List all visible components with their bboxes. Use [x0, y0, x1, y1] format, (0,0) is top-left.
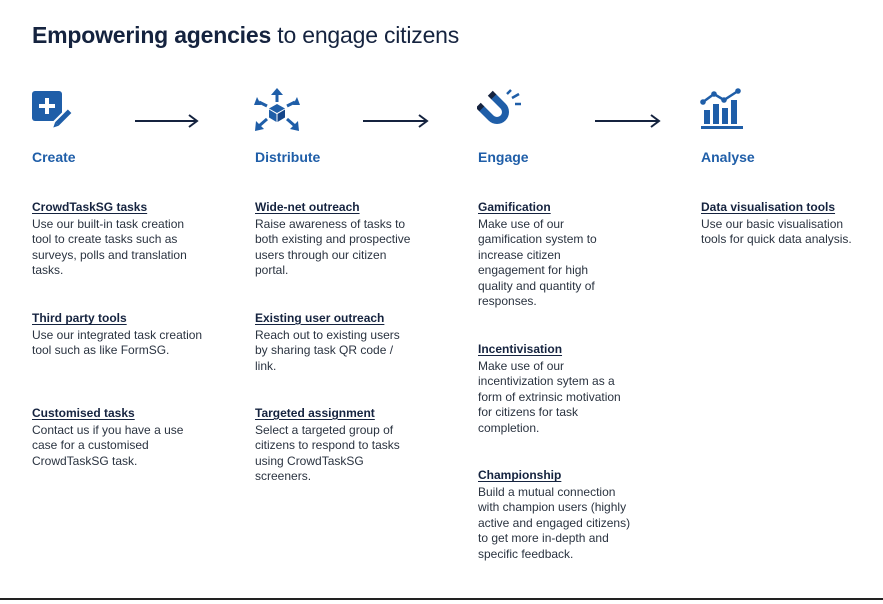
list-item: Targeted assignment Select a targeted gr…	[255, 405, 455, 485]
item-title: Existing user outreach	[255, 311, 385, 325]
stage-label-analyse: Analyse	[701, 149, 755, 165]
list-item: Customised tasks Contact us if you have …	[32, 405, 232, 469]
list-item: Existing user outreach Reach out to exis…	[255, 310, 455, 374]
title-bold: Empowering agencies	[32, 22, 272, 48]
arrow-right-icon	[363, 114, 429, 128]
item-description: Make use of our gamification system to i…	[478, 217, 597, 309]
item-title: Customised tasks	[32, 406, 135, 420]
item-description: Make use of our incentivization sytem as…	[478, 359, 621, 435]
list-item: Gamification Make use of our gamificatio…	[478, 199, 678, 309]
list-item: Third party tools Use our integrated tas…	[32, 310, 232, 359]
item-description: Use our integrated task creation tool su…	[32, 328, 203, 358]
item-title: Third party tools	[32, 311, 127, 325]
title-rest: to engage citizens	[277, 22, 460, 48]
bar-chart-icon	[700, 88, 743, 129]
list-item: Wide-net outreach Raise awareness of tas…	[255, 199, 455, 279]
item-description: Use our basic visualisation tools for qu…	[701, 217, 852, 247]
item-description: Use our built-in task creation tool to c…	[32, 217, 187, 278]
item-title: Data visualisation tools	[701, 200, 836, 214]
item-title: Incentivisation	[478, 342, 563, 356]
item-description: Contact us if you have a use case for a …	[32, 423, 184, 468]
stage-label-engage: Engage	[478, 149, 529, 165]
page-title: Empowering agencies to engage citizens	[32, 22, 459, 49]
distribute-icon	[254, 88, 300, 131]
item-title: Targeted assignment	[255, 406, 375, 420]
list-item: Championship Build a mutual connection w…	[478, 467, 678, 562]
item-title: Gamification	[478, 200, 551, 214]
item-description: Build a mutual connection with champion …	[478, 485, 631, 561]
item-title: CrowdTaskSG tasks	[32, 200, 148, 214]
item-title: Wide-net outreach	[255, 200, 360, 214]
bottom-divider	[0, 598, 883, 600]
add-edit-icon	[32, 91, 74, 129]
list-item: CrowdTaskSG tasks Use our built-in task …	[32, 199, 232, 279]
arrow-right-icon	[135, 114, 199, 128]
magnet-icon	[477, 89, 521, 124]
item-title: Championship	[478, 468, 562, 482]
list-item: Incentivisation Make use of our incentiv…	[478, 341, 678, 436]
stage-label-create: Create	[32, 149, 76, 165]
list-item: Data visualisation tools Use our basic v…	[701, 199, 883, 248]
item-description: Select a targeted group of citizens to r…	[255, 423, 400, 484]
item-description: Reach out to existing users by sharing t…	[255, 328, 400, 373]
arrow-right-icon	[595, 114, 661, 128]
item-description: Raise awareness of tasks to both existin…	[255, 217, 411, 278]
stage-label-distribute: Distribute	[255, 149, 321, 165]
